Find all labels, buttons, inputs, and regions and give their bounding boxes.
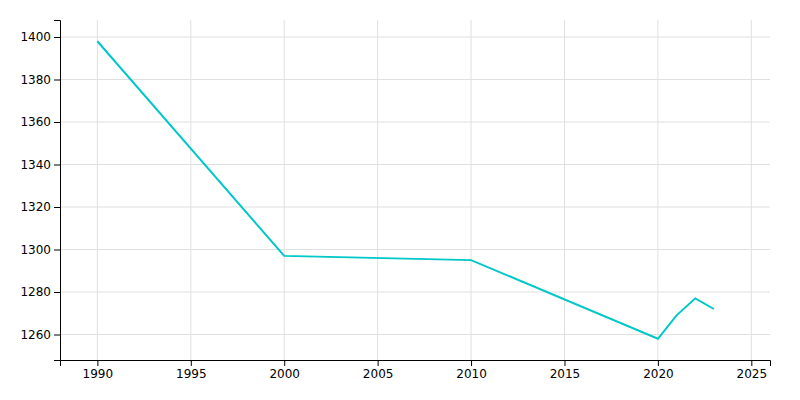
tick: 1320 bbox=[20, 200, 60, 214]
tick-mark bbox=[751, 360, 752, 366]
tick-label: 2025 bbox=[737, 367, 768, 381]
grid-line-x bbox=[564, 20, 565, 360]
tick-label: 2010 bbox=[456, 367, 487, 381]
tick-label: 1300 bbox=[20, 243, 51, 257]
tick-label: 2000 bbox=[269, 367, 300, 381]
tick: 1340 bbox=[20, 158, 60, 172]
tick-mark bbox=[97, 360, 98, 366]
tick: 1360 bbox=[20, 115, 60, 129]
grid-line-y bbox=[60, 207, 770, 208]
grid-line-x bbox=[377, 20, 378, 360]
tick: 2000 bbox=[269, 360, 300, 381]
grid-line-y bbox=[60, 334, 770, 335]
tick-label: 2020 bbox=[643, 367, 674, 381]
tick-mark bbox=[54, 335, 60, 336]
tick-label: 1340 bbox=[20, 158, 51, 172]
tick-mark bbox=[54, 250, 60, 251]
tick: 1280 bbox=[20, 285, 60, 299]
x-axis: 1990 1995 2000 2005 2010 2015 2020 2025 bbox=[61, 360, 771, 381]
tick: 2025 bbox=[737, 360, 768, 381]
grid-line-y bbox=[60, 37, 770, 38]
plot: 1990 1995 2000 2005 2010 2015 2020 2025 1260 1280… bbox=[20, 20, 770, 381]
tick-mark bbox=[54, 122, 60, 123]
tick-label: 1260 bbox=[20, 328, 51, 342]
tick-mark bbox=[54, 207, 60, 208]
tick-label: 1280 bbox=[20, 285, 51, 299]
tick-label: 1990 bbox=[83, 367, 114, 381]
tick: 2020 bbox=[643, 360, 674, 381]
tick: 1300 bbox=[20, 243, 60, 257]
axis-line bbox=[61, 361, 771, 367]
grid-line-x bbox=[471, 20, 472, 360]
grid-line-x bbox=[284, 20, 285, 360]
tick-mark bbox=[471, 360, 472, 366]
tick-mark bbox=[378, 360, 379, 366]
tick-label: 1320 bbox=[20, 200, 51, 214]
tick-mark bbox=[54, 37, 60, 38]
tick-mark bbox=[54, 165, 60, 166]
grid-line-x bbox=[190, 20, 191, 360]
tick-mark bbox=[191, 360, 192, 366]
y-axis: 1260 1280 1300 1320 1340 1360 1380 1400 bbox=[20, 21, 60, 361]
grid-line-x bbox=[751, 20, 752, 360]
tick: 1380 bbox=[20, 73, 60, 87]
tick-label: 1995 bbox=[176, 367, 207, 381]
grid-line-x bbox=[97, 20, 98, 360]
marks bbox=[97, 41, 714, 339]
tick: 1260 bbox=[20, 328, 60, 342]
chart: 1990 1995 2000 2005 2010 2015 2020 2025 1260 1280… bbox=[0, 0, 800, 400]
tick: 2005 bbox=[363, 360, 394, 381]
grid-line-y bbox=[60, 292, 770, 293]
tick-mark bbox=[54, 292, 60, 293]
tick-mark bbox=[658, 360, 659, 366]
grid-line-y bbox=[60, 79, 770, 80]
line bbox=[97, 41, 714, 339]
tick-mark bbox=[564, 360, 565, 366]
grid bbox=[60, 20, 770, 360]
tick-label: 2015 bbox=[550, 367, 581, 381]
tick-label: 1400 bbox=[20, 30, 51, 44]
tick-mark bbox=[284, 360, 285, 366]
axis-line bbox=[54, 21, 61, 361]
grid-line-y bbox=[60, 249, 770, 250]
tick-label: 2005 bbox=[363, 367, 394, 381]
tick-label: 1380 bbox=[20, 73, 51, 87]
tick: 2015 bbox=[550, 360, 581, 381]
tick-label: 1360 bbox=[20, 115, 51, 129]
grid-line-y bbox=[60, 164, 770, 165]
tick: 2010 bbox=[456, 360, 487, 381]
tick: 1400 bbox=[20, 30, 60, 44]
tick: 1990 bbox=[83, 360, 114, 381]
tick: 1995 bbox=[176, 360, 207, 381]
tick-mark bbox=[54, 80, 60, 81]
grid-line-x bbox=[657, 20, 658, 360]
